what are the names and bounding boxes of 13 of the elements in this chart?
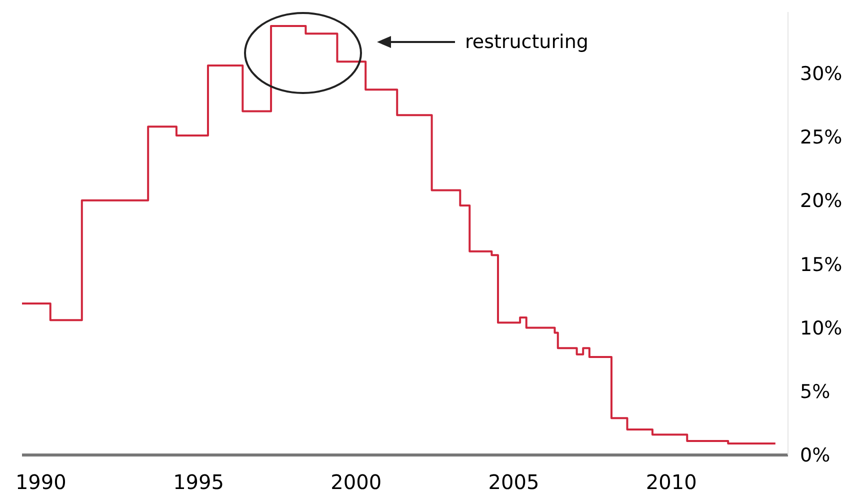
x-tick-label: 2010 (646, 470, 697, 494)
y-tick-label: 5% (800, 381, 830, 404)
x-tick-label: 2000 (330, 470, 382, 494)
y-tick-label: 0% (800, 444, 830, 467)
y-tick-label: 25% (800, 126, 842, 148)
x-tick-label: 2005 (488, 470, 540, 494)
y-tick-label: 15% (800, 254, 842, 276)
y-tick-label: 30% (800, 62, 842, 85)
y-tick-label: 20% (800, 190, 842, 212)
x-tick-label: 1990 (15, 470, 66, 494)
annotation: restructuring (465, 31, 588, 53)
x-tick-label: 1995 (173, 470, 224, 494)
y-tick-label: 10% (800, 317, 842, 340)
